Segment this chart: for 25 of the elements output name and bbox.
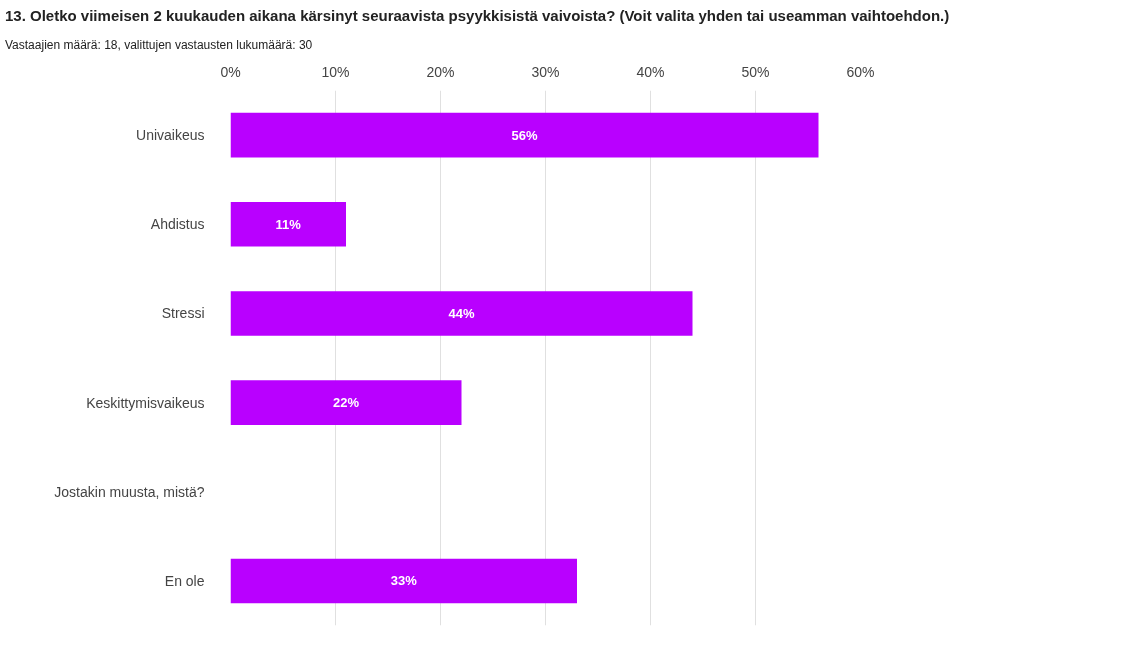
chart-title: 13. Oletko viimeisen 2 kuukauden aikana kärsinyt seuraavista psyykkisistä vaivoista? (Voit valita yhden tai useamman vaihtoehdon.)	[5, 6, 950, 26]
x-tick-label: 10%	[321, 63, 350, 80]
y-tick-label: En ole	[164, 572, 205, 589]
bar	[230, 201, 346, 247]
bar	[230, 291, 693, 336]
y-tick-label: Jostakin muusta, mistä?	[54, 483, 205, 500]
x-tick-label: 20%	[426, 63, 455, 80]
y-tick-label: Univaikeus	[136, 127, 205, 144]
y-tick-label: Keskittymisvaikeus	[86, 394, 205, 411]
bar	[230, 558, 577, 604]
chart-subtitle: Vastaajien määrä: 18, valittujen vastausten lukumäärä: 30	[5, 37, 313, 54]
x-tick-label: 0%	[220, 63, 241, 80]
data-label: 44%	[448, 305, 475, 321]
x-tick-label: 50%	[741, 63, 770, 80]
data-label: 33%	[390, 573, 418, 589]
y-tick-label: Stressi	[161, 305, 205, 322]
x-tick-label: 60%	[846, 63, 875, 80]
x-tick-label: 40%	[636, 63, 665, 80]
data-label: 11%	[275, 216, 302, 232]
bar	[230, 380, 462, 425]
bar	[230, 112, 819, 158]
y-tick-label: Ahdistus	[150, 216, 205, 233]
data-label: 56%	[511, 127, 538, 143]
data-label: 22%	[332, 395, 360, 411]
x-tick-label: 30%	[531, 63, 560, 80]
